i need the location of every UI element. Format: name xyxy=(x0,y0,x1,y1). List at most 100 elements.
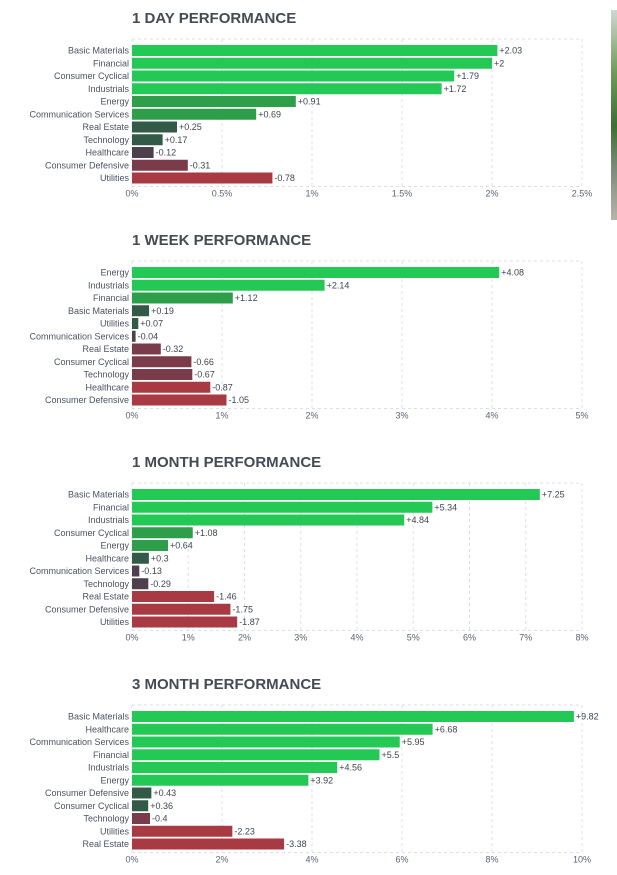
category-label: Healthcare xyxy=(85,382,129,392)
x-tick-label: 6% xyxy=(395,855,408,865)
data-label: +3.92 xyxy=(310,775,333,785)
data-label: -0.66 xyxy=(193,357,214,367)
bar xyxy=(132,540,168,551)
bar xyxy=(132,70,455,82)
x-tick-label: 2% xyxy=(215,855,228,865)
chart-title: 1 MONTH PERFORMANCE xyxy=(132,454,321,471)
data-label: +4.56 xyxy=(339,763,362,773)
category-label: Communication Services xyxy=(29,566,129,576)
bar xyxy=(132,603,231,615)
bar xyxy=(132,527,193,539)
data-label: +1.12 xyxy=(235,293,258,303)
bar xyxy=(132,83,442,95)
category-label: Energy xyxy=(100,268,129,278)
category-label: Consumer Cyclical xyxy=(54,357,129,367)
data-label: +6.68 xyxy=(435,724,458,734)
category-label: Basic Materials xyxy=(68,490,130,500)
bar xyxy=(132,147,154,158)
bar xyxy=(132,813,150,824)
bar xyxy=(132,381,211,393)
bar xyxy=(132,96,296,107)
category-label: Healthcare xyxy=(85,148,129,158)
category-label: Real Estate xyxy=(82,839,129,849)
bar xyxy=(132,501,433,513)
bar xyxy=(132,292,233,304)
data-label: +5.95 xyxy=(402,737,425,747)
category-label: Utilities xyxy=(100,617,130,627)
category-label: Financial xyxy=(93,750,129,760)
x-tick-label: 0% xyxy=(125,633,138,643)
category-label: Basic Materials xyxy=(68,306,130,316)
data-label: +4.84 xyxy=(406,515,429,525)
bar xyxy=(132,330,136,342)
data-label: +0.64 xyxy=(170,541,193,551)
data-label: -0.29 xyxy=(150,579,171,589)
category-label: Financial xyxy=(93,293,129,303)
bar xyxy=(132,736,400,748)
bar xyxy=(132,172,273,184)
category-label: Technology xyxy=(83,579,129,589)
category-label: Consumer Cyclical xyxy=(54,528,129,538)
category-label: Financial xyxy=(93,502,129,512)
category-label: Consumer Defensive xyxy=(45,604,129,614)
x-tick-label: 3% xyxy=(294,633,307,643)
bar xyxy=(132,774,309,786)
data-label: +5.34 xyxy=(434,502,457,512)
category-label: Healthcare xyxy=(85,724,129,734)
x-tick-label: 4% xyxy=(305,855,318,865)
data-label: -0.04 xyxy=(138,331,159,341)
data-label: +0.91 xyxy=(298,97,321,107)
bar xyxy=(132,305,150,317)
category-label: Utilities xyxy=(100,826,130,836)
category-label: Financial xyxy=(93,58,129,68)
x-tick-label: 8% xyxy=(575,633,588,643)
data-label: -3.38 xyxy=(286,839,307,849)
data-label: -0.78 xyxy=(274,173,295,183)
data-label: -0.12 xyxy=(156,148,177,158)
x-tick-label: 0% xyxy=(125,855,138,865)
chart-3: 1 MONTH PERFORMANCE 0% 1% 2% 3% 4% 5% 6% 7% 8% Bas… xyxy=(29,454,588,643)
data-label: +0.43 xyxy=(153,788,176,798)
chart-title: 3 MONTH PERFORMANCE xyxy=(132,676,321,693)
category-label: Energy xyxy=(100,541,129,551)
x-tick-label: 6% xyxy=(463,633,476,643)
category-label: Industrials xyxy=(88,84,130,94)
data-label: -0.4 xyxy=(152,814,168,824)
data-label: +0.25 xyxy=(179,122,202,132)
bar xyxy=(132,565,140,577)
data-label: -0.31 xyxy=(190,160,211,170)
x-tick-label: 10% xyxy=(573,855,591,865)
data-label: -0.13 xyxy=(141,566,162,576)
data-label: +4.08 xyxy=(501,268,524,278)
category-label: Consumer Cyclical xyxy=(54,71,129,81)
data-label: +2.14 xyxy=(327,280,350,290)
bar xyxy=(132,489,540,500)
bar xyxy=(132,134,163,146)
bar xyxy=(132,343,161,355)
category-label: Real Estate xyxy=(82,592,129,602)
category-label: Basic Materials xyxy=(68,46,130,56)
x-tick-label: 2% xyxy=(238,633,251,643)
bar xyxy=(132,267,500,278)
data-label: +0.19 xyxy=(151,306,174,316)
data-label: +2 xyxy=(494,58,504,68)
x-tick-label: 8% xyxy=(485,855,498,865)
data-label: +1.08 xyxy=(195,528,218,538)
data-label: +9.82 xyxy=(576,712,599,722)
bar xyxy=(132,787,152,799)
bar xyxy=(132,749,380,761)
bar xyxy=(132,825,233,837)
category-label: Industrials xyxy=(88,280,130,290)
bar xyxy=(132,800,149,812)
data-label: +1.79 xyxy=(456,71,479,81)
bar xyxy=(132,159,188,171)
category-label: Communication Services xyxy=(29,109,129,119)
data-label: -1.46 xyxy=(216,592,237,602)
category-label: Communication Services xyxy=(29,331,129,341)
x-tick-label: 1% xyxy=(305,189,318,199)
category-label: Real Estate xyxy=(82,344,129,354)
bar xyxy=(132,57,492,69)
x-tick-label: 3% xyxy=(395,411,408,421)
data-label: +1.72 xyxy=(444,84,467,94)
category-label: Technology xyxy=(83,135,129,145)
